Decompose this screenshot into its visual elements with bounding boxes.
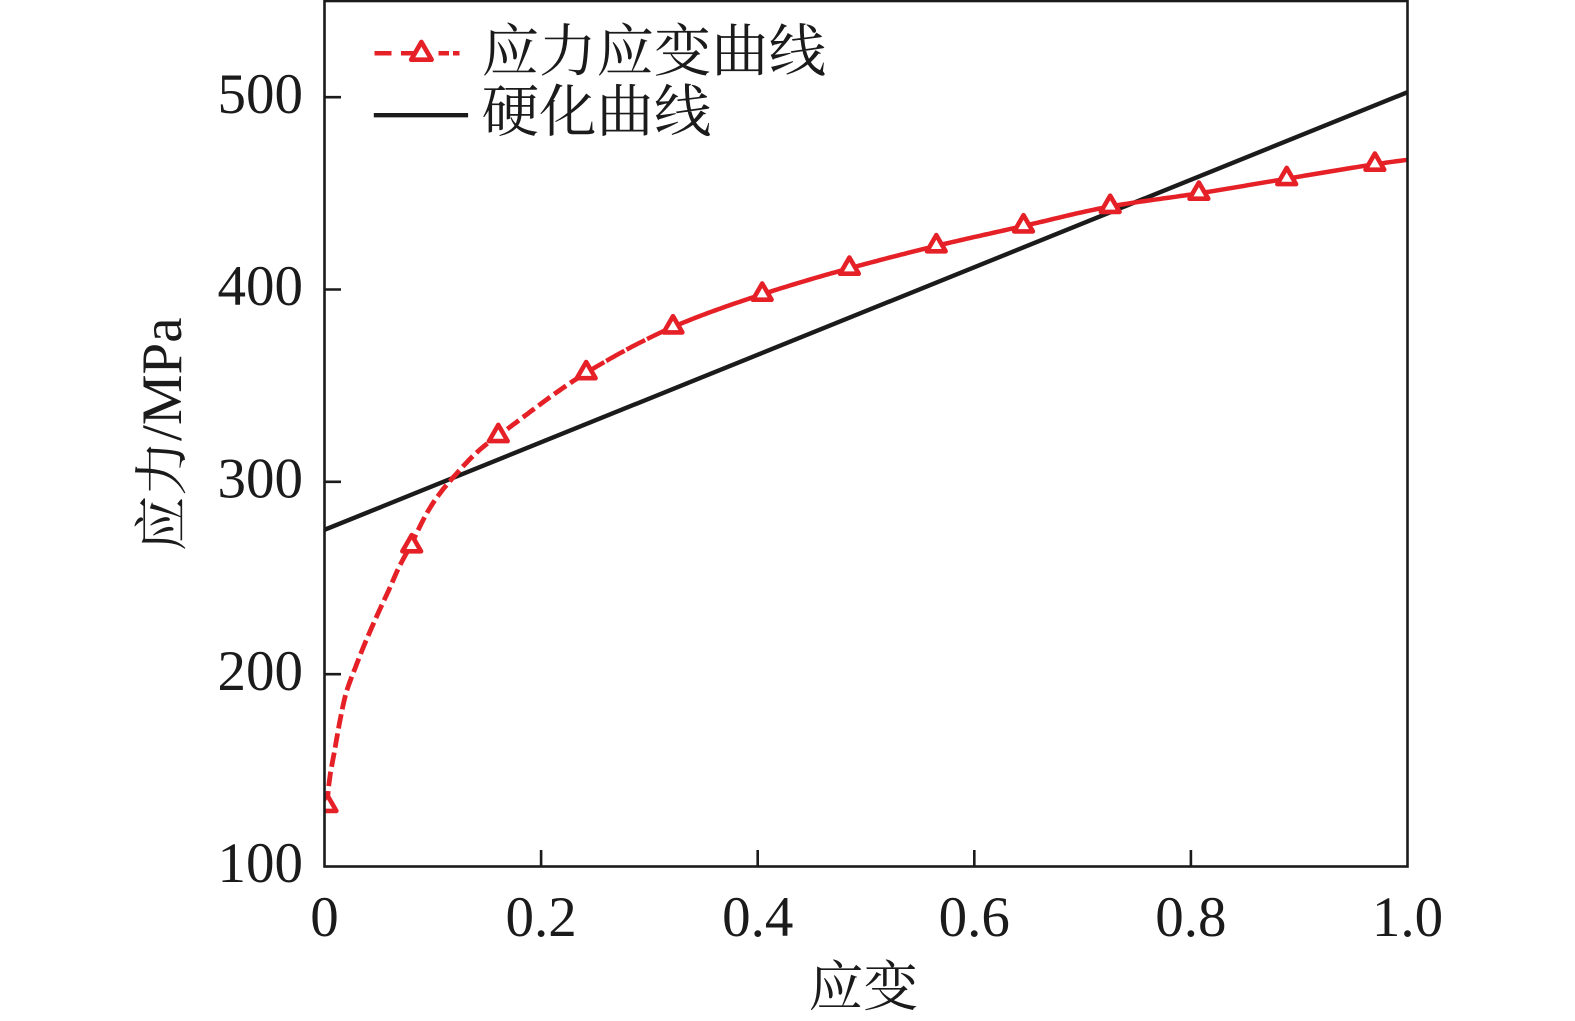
svg-text:100: 100 <box>218 832 304 895</box>
svg-text:400: 400 <box>218 255 304 318</box>
svg-text:0.6: 0.6 <box>939 886 1010 949</box>
svg-text:/MPa: /MPa <box>131 317 194 441</box>
svg-text:0.4: 0.4 <box>722 886 793 949</box>
svg-text:200: 200 <box>218 640 304 703</box>
svg-text:1.0: 1.0 <box>1372 886 1443 949</box>
svg-text:0: 0 <box>310 886 339 949</box>
svg-text:0.2: 0.2 <box>505 886 576 949</box>
svg-text:300: 300 <box>218 448 304 511</box>
svg-text:0.8: 0.8 <box>1155 886 1226 949</box>
svg-text:500: 500 <box>218 63 304 126</box>
